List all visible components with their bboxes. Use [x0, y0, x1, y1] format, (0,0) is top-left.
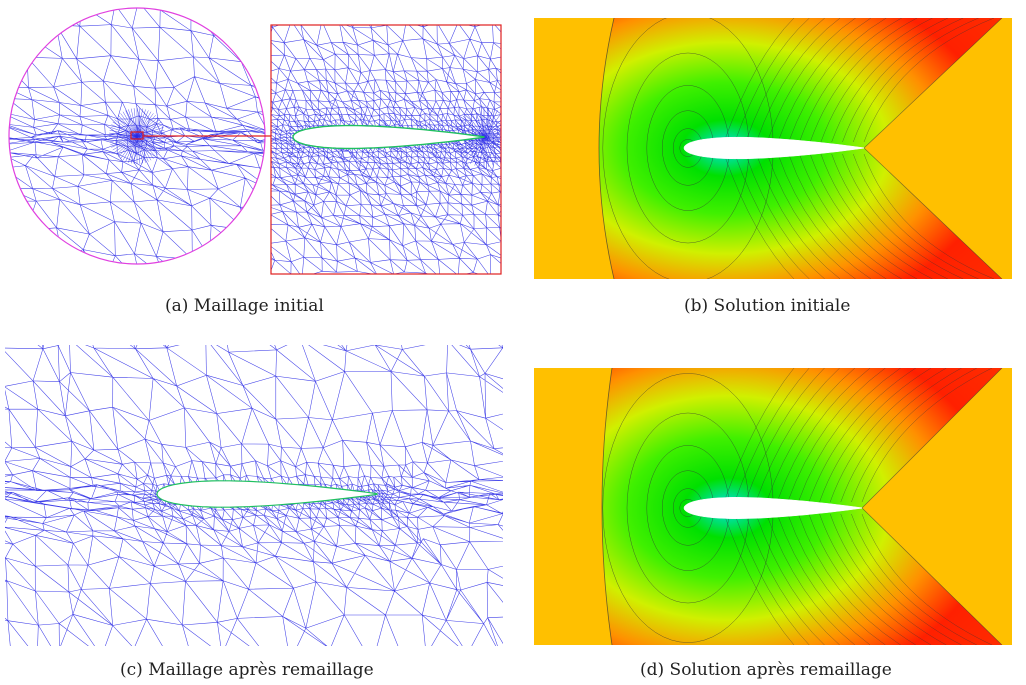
caption-b: (b) Solution initiale: [684, 296, 851, 316]
figure-a-initial-mesh: [0, 0, 512, 285]
svg-b-airfoil: [683, 136, 865, 160]
caption-d: (d) Solution après remaillage: [640, 660, 892, 680]
initial-solution-field: [534, 18, 1012, 279]
figure-b-initial-solution: [534, 18, 1012, 279]
caption-a: (a) Maillage initial: [165, 296, 324, 316]
zoom-frame: [270, 24, 502, 275]
airfoil-adapted: [156, 480, 378, 508]
initial-mesh-diagram: [8, 7, 502, 275]
zoom-mesh: [271, 25, 501, 274]
airfoil-zoom: [292, 124, 485, 150]
far-field-mesh: [9, 8, 265, 264]
figure-c-adapted-mesh: [5, 345, 503, 646]
caption-c: (c) Maillage après remaillage: [120, 660, 374, 680]
adapted-solution-field: [534, 368, 1012, 645]
svg-d-airfoil: [683, 497, 863, 519]
adapted-mesh: [5, 345, 503, 646]
adapted-mesh-diagram: [5, 345, 503, 646]
figure-d-adapted-solution: [534, 368, 1012, 645]
